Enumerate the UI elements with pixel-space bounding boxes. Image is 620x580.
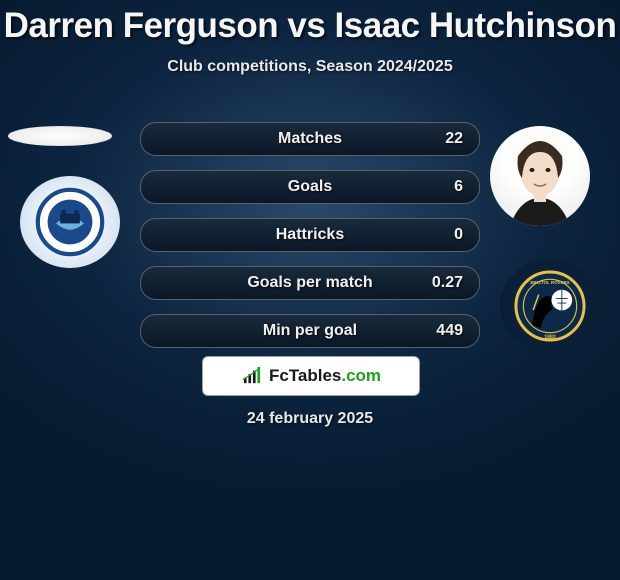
stat-value-right: 6 xyxy=(454,178,463,196)
stat-row: Goals per match 0.27 xyxy=(140,266,480,300)
stat-label: Min per goal xyxy=(263,322,357,340)
stat-row: Goals 6 xyxy=(140,170,480,204)
brand-name: FcTables xyxy=(269,366,341,385)
stat-value-right: 22 xyxy=(445,130,463,148)
brand-suffix: .com xyxy=(341,366,381,385)
player2-club-badge: BRISTOL ROVERS 1883 xyxy=(500,260,600,352)
stat-value-right: 449 xyxy=(436,322,463,340)
stat-label: Hattricks xyxy=(276,226,344,244)
player2-face-icon xyxy=(490,126,590,226)
date-text: 24 february 2025 xyxy=(0,410,620,428)
bar-chart-icon xyxy=(241,367,263,385)
svg-text:1934: 1934 xyxy=(63,238,78,245)
subtitle: Club competitions, Season 2024/2025 xyxy=(0,58,620,76)
stat-value-right: 0 xyxy=(454,226,463,244)
bristol-rovers-badge-icon: BRISTOL ROVERS 1883 xyxy=(513,269,587,343)
stat-label: Matches xyxy=(278,130,342,148)
stat-label: Goals xyxy=(288,178,332,196)
stat-row: Matches 22 xyxy=(140,122,480,156)
stats-panel: Matches 22 Goals 6 Hattricks 0 Goals per… xyxy=(140,122,480,362)
fctables-link[interactable]: FcTables.com xyxy=(202,356,420,396)
peterborough-badge-icon: 1934 xyxy=(35,187,105,257)
stat-label: Goals per match xyxy=(247,274,372,292)
player1-club-badge: 1934 xyxy=(20,176,120,268)
player2-avatar xyxy=(490,126,590,226)
brand-text: FcTables.com xyxy=(269,366,381,386)
stat-value-right: 0.27 xyxy=(432,274,463,292)
page-title: Darren Ferguson vs Isaac Hutchinson xyxy=(0,0,620,46)
stat-row: Min per goal 449 xyxy=(140,314,480,348)
svg-text:1883: 1883 xyxy=(544,335,556,341)
player1-avatar xyxy=(8,126,112,146)
svg-text:BRISTOL ROVERS: BRISTOL ROVERS xyxy=(530,280,569,285)
stat-row: Hattricks 0 xyxy=(140,218,480,252)
